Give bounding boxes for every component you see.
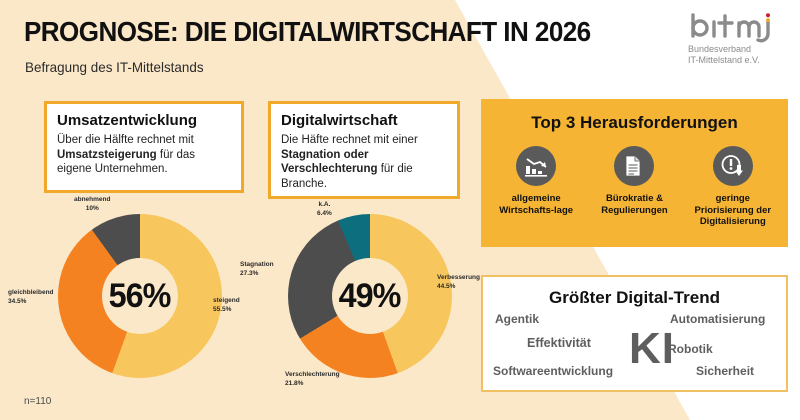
donut-center-value: 49% — [339, 276, 402, 315]
slice-label-gleichbleibend: gleichbleibend 34.5% — [8, 289, 54, 306]
callout-text-part: für die Branche. — [281, 163, 413, 190]
challenge-label-1: allgemeine Wirtschafts-lage — [499, 193, 574, 216]
slice-name: Stagnation — [240, 261, 274, 268]
challenges-title: Top 3 Herausforderungen — [531, 113, 738, 132]
logo-subline: Bundesverband IT-Mittelstand e.V. — [688, 44, 794, 66]
callout-text-part: das eigene Unternehmen. — [57, 148, 196, 176]
slice-name: Verbesserung — [437, 274, 480, 281]
challenge-item-1: allgemeine Wirtschafts-lage — [490, 146, 582, 216]
trend-word-agentik: Agentik — [495, 312, 540, 326]
trend-main-word: KI — [629, 324, 675, 373]
slice-value: 21.8% — [285, 379, 304, 387]
sample-size-note: n=110 — [24, 396, 52, 407]
panel-top-challenges: Top 3 Herausforderungen allgemeine Wirts… — [481, 99, 788, 247]
logo-dot-red — [766, 13, 770, 18]
slice-value: 55.5% — [213, 305, 232, 313]
donut-center: 49% — [332, 258, 408, 334]
exclamation-down-arrow-icon — [712, 146, 753, 186]
challenge-item-2: Bürokratie & Regulierungen — [588, 146, 680, 216]
callout-title: Umsatzentwicklung — [57, 112, 198, 129]
callout-title: Digitalwirtschaft — [281, 112, 398, 129]
slice-value: 44.5% — [437, 282, 456, 290]
word-cloud: KI Agentik Automatisierung Effektivität … — [483, 308, 786, 386]
panel-digital-trend: Größter Digital-Trend KI Agentik Automat… — [481, 275, 788, 392]
trend-word-softwareentwicklung: Softwareentwicklung — [493, 364, 614, 378]
trend-word-robotik: Robotik — [668, 342, 713, 356]
declining-bar-chart-icon — [516, 146, 557, 186]
challenges-list: allgemeine Wirtschafts-lage — [481, 146, 788, 228]
slice-label-ka: k.A. 6.4% — [317, 201, 332, 218]
callout-text-bold: Umsatzsteigerung — [57, 148, 157, 161]
slice-label-abnehmend: abnehmend 10% — [74, 196, 110, 213]
slice-name: abnehmend — [74, 196, 111, 203]
logo-subline-1: Bundesverband — [688, 44, 752, 54]
slice-name: Verschlechterung — [285, 371, 340, 378]
chart-digitalwirtschaft: 49% — [288, 214, 452, 378]
callout-text-part: Über die Hälfte rechnet mit — [57, 134, 194, 146]
donut-ring: 56% — [58, 214, 222, 378]
slice-value: 6.4% — [317, 209, 332, 217]
donut-center-value: 56% — [109, 276, 172, 315]
slice-name: steigend — [213, 297, 240, 304]
trend-title: Größter Digital-Trend — [549, 288, 720, 307]
logo-dot-orange — [766, 18, 770, 23]
trend-word-automatisierung: Automatisierung — [670, 312, 766, 326]
trend-word-effektivitaet: Effektivität — [527, 336, 591, 350]
page-subtitle: Befragung des IT-Mittelstands — [25, 59, 204, 75]
page-title: PROGNOSE: DIE DIGITALWIRTSCHAFT IN 2026 — [24, 16, 591, 47]
callout-text-part: Die Häfte rechnet mit einer — [281, 134, 418, 146]
slice-value: 34.5% — [8, 297, 27, 305]
donut-ring: 49% — [288, 214, 452, 378]
callout-text-bold: Stagnation oder Verschlechterung — [281, 148, 378, 176]
logo-wordmark — [688, 12, 794, 43]
challenge-item-3: geringe Priorisierung der Digitalisierun… — [687, 146, 779, 228]
slice-label-verschlechterung: Verschlechterung 21.8% — [285, 371, 340, 388]
callout-body: Über die Hälfte rechnet mit Umsatzsteige… — [57, 133, 231, 177]
slice-name: gleichbleibend — [8, 289, 54, 296]
slice-label-stagnation: Stagnation 27.3% — [240, 261, 274, 278]
chart-umsatzentwicklung: 56% — [58, 214, 222, 378]
slice-value: 27.3% — [240, 269, 259, 277]
slice-label-steigend: steigend 55.5% — [213, 297, 240, 314]
callout-text-part: für — [156, 148, 177, 161]
slice-label-verbesserung: Verbesserung 44.5% — [437, 274, 480, 291]
callout-digitalwirtschaft: Digitalwirtschaft Die Häfte rechnet mit … — [268, 101, 460, 199]
callout-body: Die Häfte rechnet mit einer Stagnation o… — [281, 133, 447, 191]
slice-name: k.A. — [318, 201, 331, 208]
slice-value: 10% — [85, 204, 99, 212]
challenge-label-2: Bürokratie & Regulierungen — [601, 193, 668, 216]
documents-icon — [614, 146, 655, 186]
bitmi-logo: Bundesverband IT-Mittelstand e.V. — [688, 12, 794, 72]
challenge-label-3: geringe Priorisierung der Digitalisierun… — [694, 193, 772, 227]
donut-center: 56% — [102, 258, 178, 334]
trend-word-sicherheit: Sicherheit — [696, 364, 755, 378]
logo-glyph-icon — [691, 13, 770, 43]
callout-umsatzentwicklung: Umsatzentwicklung Über die Hälfte rechne… — [44, 101, 244, 193]
logo-subline-2: IT-Mittelstand e.V. — [688, 55, 760, 65]
